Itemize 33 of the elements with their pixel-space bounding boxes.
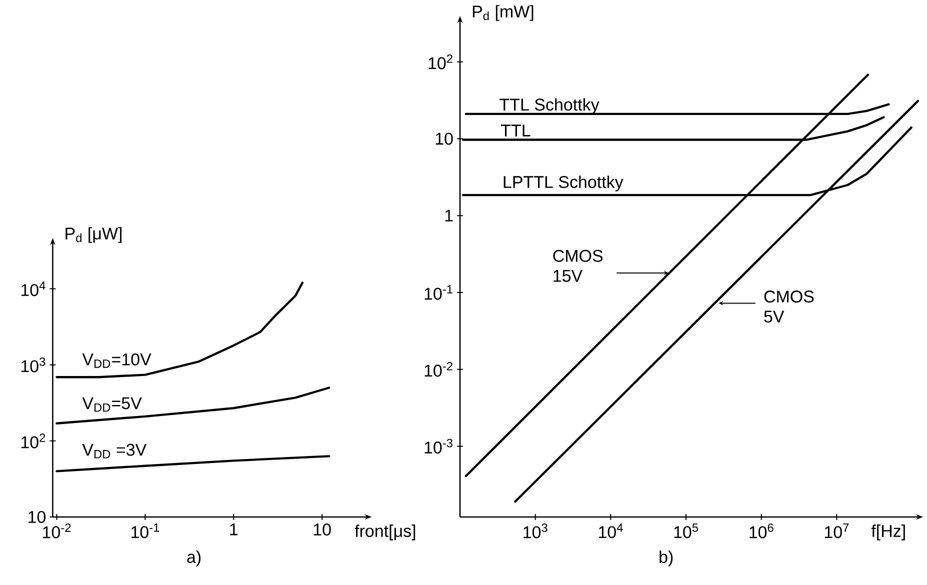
x-tick-label: 10$^{4}$	[598, 524, 623, 538]
y-tick-label: 10	[28, 510, 46, 524]
y-tick-label: 10$^{2}$	[21, 434, 46, 448]
x-tick-label: 10$^{6}$	[750, 524, 774, 538]
x-axis-title: f[Hz]	[871, 524, 905, 540]
x-tick-label: 10$^{-2}$	[43, 524, 71, 538]
y-tick-label: 10$^{3}$	[21, 357, 46, 372]
y-tick-label: 10$^{2}$	[428, 54, 452, 70]
series-label: V$_{DD}$=5V	[82, 397, 142, 412]
series-label: LPTTL Schottky	[504, 176, 624, 192]
y-tick-label: 10$^{-1}$	[424, 285, 452, 300]
series-label: TTL Schottky	[500, 98, 600, 114]
y-axis-title: P$_{d}$ [mW]	[472, 5, 534, 21]
x-tick-label: 10$^{7}$	[824, 524, 849, 538]
text: CMOS 15V	[553, 250, 603, 282]
x-axis-title: front[μs]	[354, 524, 416, 540]
legend-label: CMOS 5V	[764, 290, 814, 323]
y-tick-label: 1	[445, 210, 453, 222]
x-tick-label: 10$^{3}$	[524, 524, 548, 538]
x-tick-label: 10$^{5}$	[674, 524, 698, 538]
x-tick-label: 10	[314, 524, 331, 536]
text: b)	[660, 550, 673, 566]
series-label: TTL	[500, 124, 530, 136]
series-label: V$_{DD}$ =3V	[82, 444, 147, 458]
y-tick-label: 10$^{-3}$	[424, 438, 452, 454]
y-axis-title: P$_{d}$ [μW]	[66, 227, 122, 243]
x-tick-label: 1	[230, 524, 238, 536]
series-label: V$_{DD}$=10V	[82, 353, 152, 368]
text: a)	[187, 550, 201, 566]
y-tick-label: 10	[436, 132, 453, 145]
x-tick-label: 10$^{-1}$	[131, 524, 160, 538]
y-tick-label: 10$^{4}$	[21, 281, 46, 296]
y-tick-label: 10$^{-2}$	[424, 362, 452, 377]
